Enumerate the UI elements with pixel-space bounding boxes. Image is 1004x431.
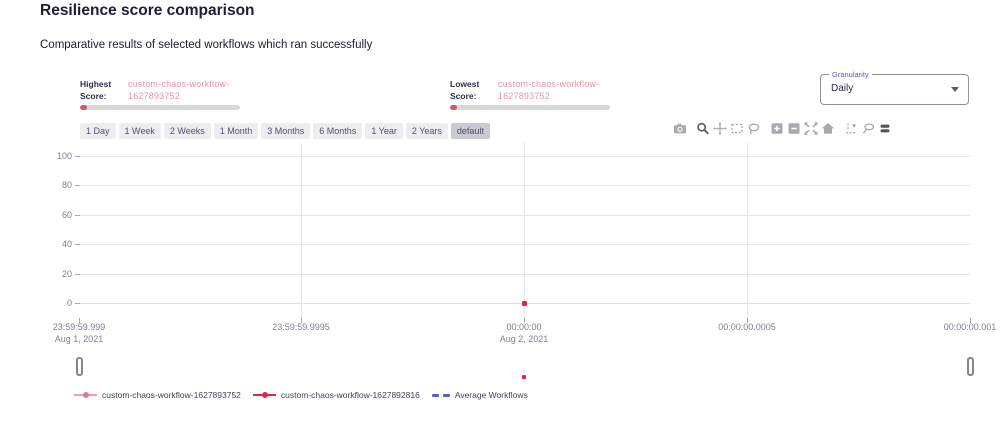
y-tick-mark [75, 156, 80, 157]
y-tick-label: 80 [61, 180, 72, 190]
x-tick-mark [970, 318, 971, 323]
pink-line-marker-icon [74, 392, 97, 398]
hover-compare-icon [880, 124, 889, 133]
gridline-h [80, 244, 970, 245]
highest-score-progress-fill [80, 105, 87, 110]
modebar-reset-axes-button[interactable] [819, 121, 836, 136]
blue-dashed-line-icon [431, 393, 450, 397]
gridline-h [80, 156, 970, 157]
range-selector: 1 Day 1 Week 2 Weeks 1 Month 3 Months 6 … [80, 123, 490, 139]
range-button-2-years[interactable]: 2 Years [405, 123, 448, 139]
modebar-zoom-in-button[interactable] [768, 121, 785, 136]
x-tick-label: 23:59:59.999 Aug 1, 2021 [52, 322, 106, 344]
home-icon [821, 123, 834, 134]
zoom-icon [696, 122, 709, 135]
highest-score-progressbar [80, 105, 240, 110]
spikelines-icon [845, 123, 856, 134]
gridline-h [80, 274, 970, 275]
page-subtitle: Comparative results of selected workflow… [40, 39, 373, 51]
granularity-selected-value: Daily [831, 83, 854, 94]
box-select-icon [730, 123, 743, 134]
chevron-down-icon [951, 87, 959, 92]
modebar-zoom-out-button[interactable] [785, 121, 802, 136]
range-button-1-week[interactable]: 1 Week [118, 123, 161, 139]
legend-item-average-workflows[interactable]: Average Workflows [431, 390, 528, 400]
y-tick-mark [75, 215, 80, 216]
lowest-score-progressbar [450, 105, 610, 110]
gridline-h [80, 185, 970, 186]
lowest-score-block: Lowest Score: custom-chaos-workflow-1627… [450, 79, 638, 102]
y-tick-label: 0 [66, 298, 72, 308]
y-tick-mark [75, 244, 80, 245]
modebar-pan-button[interactable] [711, 121, 728, 136]
hover-closest-icon [862, 123, 874, 134]
gridline-v [301, 142, 302, 318]
modebar-hover-closest-button[interactable] [859, 121, 876, 136]
x-tick-mark [301, 318, 302, 323]
rangeslider-right-handle[interactable] [967, 357, 974, 376]
x-tick-label: 00:00:00 Aug 2, 2021 [499, 322, 549, 344]
legend-item-workflow-1627892816[interactable]: custom-chaos-workflow-1627892816 [252, 390, 420, 400]
gridline-v [524, 142, 525, 318]
lowest-score-label: Lowest Score: [450, 79, 480, 101]
lasso-select-icon [748, 123, 759, 135]
highest-score-label: Highest Score: [80, 79, 112, 101]
x-tick-mark [747, 318, 748, 323]
modebar-hover-compare-button[interactable] [876, 121, 893, 136]
modebar-zoom-button[interactable] [694, 121, 711, 136]
red-line-marker-icon [252, 392, 276, 398]
lowest-score-progress-fill [450, 105, 457, 110]
zoom-out-icon [788, 123, 799, 134]
autoscale-icon [804, 122, 817, 135]
modebar-autoscale-button[interactable] [802, 121, 819, 136]
granularity-select[interactable]: Granularity Daily [820, 70, 969, 105]
legend-item-workflow-1627893752[interactable]: custom-chaos-workflow-1627893752 [74, 390, 241, 400]
range-button-3-months[interactable]: 3 Months [261, 123, 311, 139]
y-tick-mark [75, 185, 80, 186]
x-tick-mark [79, 318, 80, 323]
data-point-marker[interactable] [522, 301, 527, 306]
x-tick-label: 23:59:59.9995 [272, 322, 330, 332]
gridline-h [80, 215, 970, 216]
x-tick-label: 00:00:00.0005 [718, 322, 776, 332]
x-tick-label: 00:00:00.001 [943, 322, 997, 332]
modebar-lasso-select-button[interactable] [745, 121, 762, 136]
chart-modebar [671, 121, 893, 136]
page-title: Resilience score comparison [40, 2, 255, 19]
modebar-toggle-spikelines-button[interactable] [842, 121, 859, 136]
y-tick-label: 100 [56, 151, 72, 161]
chart-legend: custom-chaos-workflow-1627893752 custom-… [74, 390, 528, 400]
modebar-download-button[interactable] [671, 121, 688, 136]
x-tick-mark [524, 318, 525, 323]
lowest-score-value: custom-chaos-workflow-1627893752 [498, 79, 600, 101]
y-tick-label: 40 [61, 239, 72, 249]
zoom-in-icon [771, 123, 782, 134]
range-button-1-day[interactable]: 1 Day [80, 123, 116, 139]
range-button-2-weeks[interactable]: 2 Weeks [163, 123, 211, 139]
gridline-v [747, 142, 748, 318]
rangeslider-left-handle[interactable] [76, 357, 83, 376]
highest-score-block: Highest Score: custom-chaos-workflow-162… [80, 79, 268, 102]
rangeslider-data-marker [522, 375, 526, 379]
range-button-6-months[interactable]: 6 Months [313, 123, 363, 139]
y-tick-label: 60 [61, 210, 72, 220]
range-button-1-year[interactable]: 1 Year [365, 123, 403, 139]
range-button-default[interactable]: default [450, 123, 490, 139]
granularity-select-label: Granularity [829, 70, 872, 79]
range-button-1-month[interactable]: 1 Month [213, 123, 259, 139]
modebar-box-select-button[interactable] [728, 121, 745, 136]
y-tick-mark [75, 303, 80, 304]
pan-icon [712, 122, 727, 135]
y-tick-label: 20 [61, 269, 72, 279]
y-tick-mark [75, 274, 80, 275]
camera-icon [673, 123, 686, 134]
highest-score-value: custom-chaos-workflow-1627893752 [128, 79, 230, 101]
